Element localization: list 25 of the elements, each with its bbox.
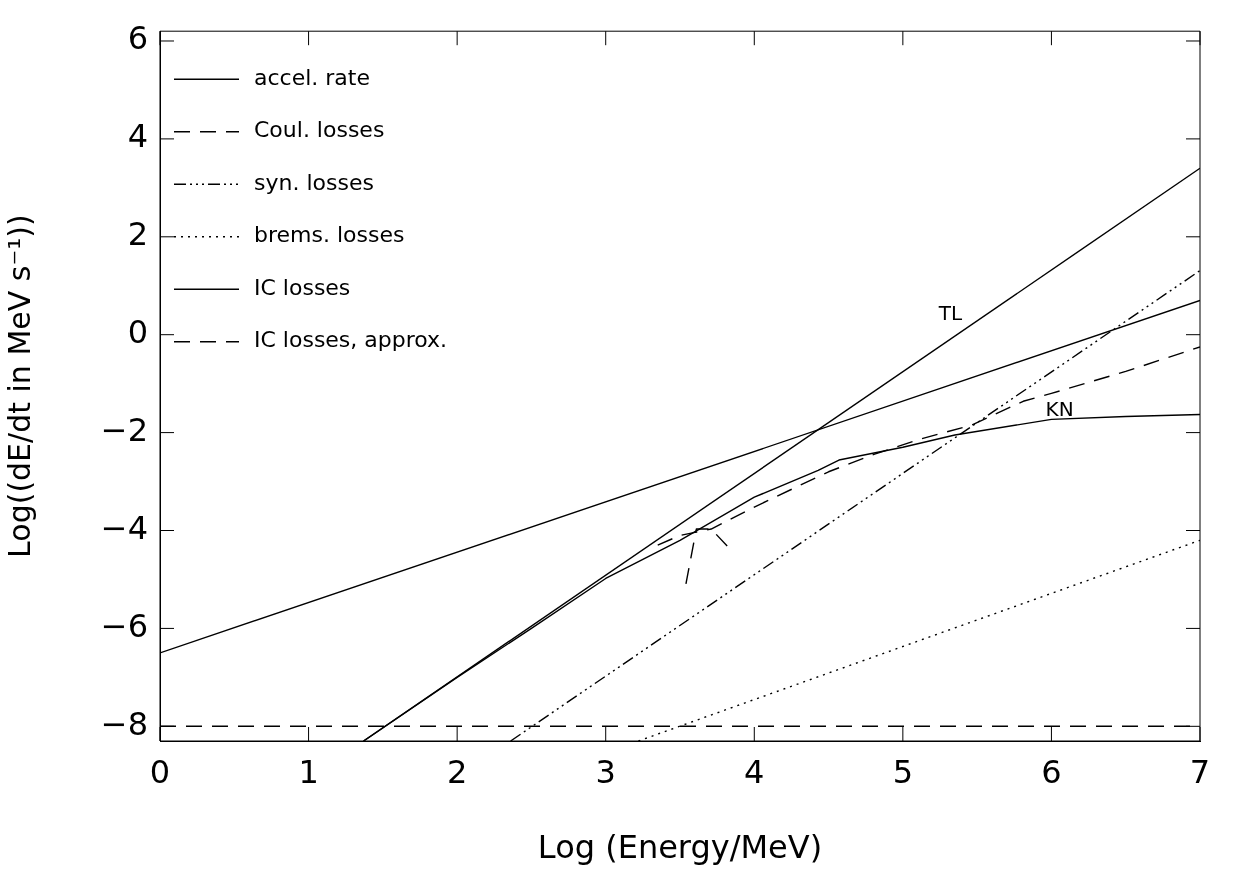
legend-label: IC losses, approx. [254,327,448,353]
y-tick-label: 6 [127,19,148,58]
x-tick-label: 3 [595,752,616,791]
y-tick-label: −4 [100,508,148,547]
y-tick-label: 0 [127,313,148,352]
y-axis-title: Log((dE/dt in MeV s⁻¹)) [1,214,37,558]
annotation: TL [937,301,963,326]
x-tick-label: 4 [744,752,765,791]
x-tick-label: 6 [1041,752,1062,791]
legend-label: accel. rate [254,64,370,90]
x-tick-label: 7 [1189,752,1211,791]
legend-label: brems. losses [254,222,405,248]
y-tick-label: −6 [100,606,148,645]
legend-label: syn. losses [254,169,374,195]
y-tick-label: 4 [127,117,148,156]
x-tick-label: 1 [298,752,319,791]
y-tick-label: 2 [127,215,148,254]
x-axis-title: Log (Energy/MeV) [537,828,823,867]
y-tick-label: −8 [100,704,148,743]
legend-label: Coul. losses [254,117,385,143]
legend-label: IC losses [254,274,351,300]
annotation: KN [1045,397,1074,422]
x-tick-label: 2 [446,752,468,791]
x-tick-label: 5 [892,752,914,791]
y-tick-label: −2 [100,410,148,449]
